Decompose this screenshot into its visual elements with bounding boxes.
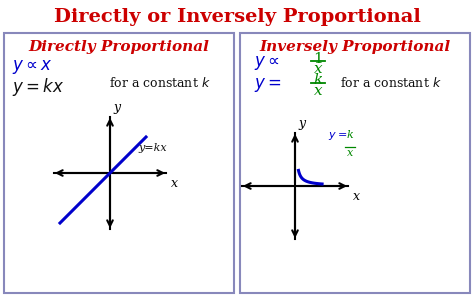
Text: Inversely Proportional: Inversely Proportional xyxy=(259,40,451,54)
Text: x: x xyxy=(314,84,322,98)
Text: x: x xyxy=(347,148,353,158)
Text: k: k xyxy=(346,130,354,140)
Text: Directly or Inversely Proportional: Directly or Inversely Proportional xyxy=(54,8,420,26)
Text: y=kx: y=kx xyxy=(138,143,167,153)
Text: y: y xyxy=(113,101,120,114)
Text: 1: 1 xyxy=(313,52,323,66)
Text: x: x xyxy=(314,62,322,76)
Text: Directly Proportional: Directly Proportional xyxy=(28,40,210,54)
Text: $y \propto$: $y \propto$ xyxy=(254,54,280,72)
Text: x: x xyxy=(171,177,178,190)
Text: $y =$: $y =$ xyxy=(254,76,282,94)
Text: $y=$: $y=$ xyxy=(328,130,347,142)
Text: $y = kx$: $y = kx$ xyxy=(12,76,64,98)
Text: k: k xyxy=(313,73,323,87)
Bar xyxy=(240,33,470,293)
Text: $y \propto x$: $y \propto x$ xyxy=(12,58,53,76)
Text: y: y xyxy=(298,117,305,130)
Text: for a constant $k$: for a constant $k$ xyxy=(340,76,442,90)
Bar xyxy=(4,33,234,293)
Text: x: x xyxy=(353,190,360,203)
Text: for a constant $k$: for a constant $k$ xyxy=(109,76,211,90)
